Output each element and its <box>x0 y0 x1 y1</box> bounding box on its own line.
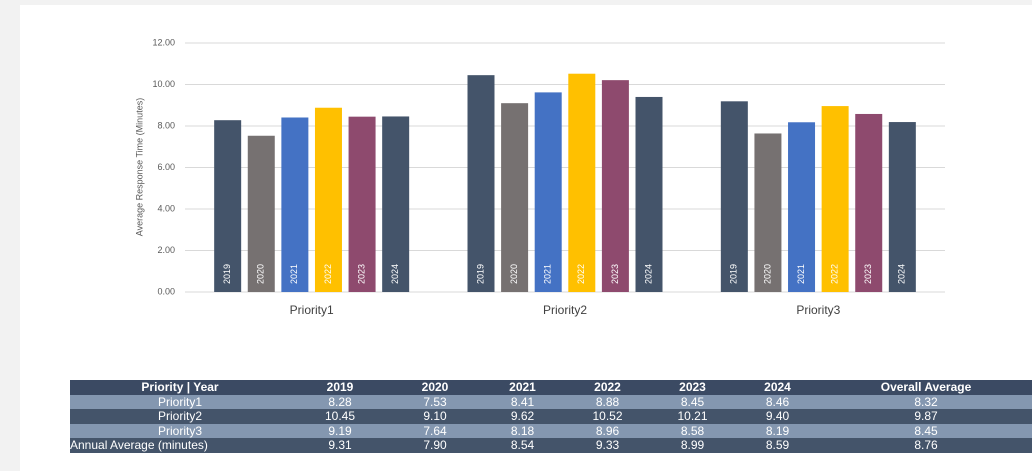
bar-series-label: 2021 <box>289 264 299 284</box>
table-cell: 10.45 <box>290 409 390 424</box>
table-cell: 8.99 <box>650 438 735 453</box>
table-cell: 8.76 <box>820 438 1032 453</box>
header-cell: 2024 <box>735 380 820 395</box>
table-cell: 8.41 <box>480 394 565 409</box>
data-table: Priority | Year 2019 2020 2021 2022 2023 2024 O… <box>70 380 1032 453</box>
bar-series-label: 2020 <box>509 264 519 284</box>
header-cell: 2020 <box>390 380 480 395</box>
table-cell: 9.10 <box>390 409 480 424</box>
bar <box>314 107 342 293</box>
x-tick-label: Priority1 <box>290 303 334 317</box>
bar-series-label: 2023 <box>356 264 366 284</box>
bar-series-label: 2019 <box>475 264 485 284</box>
table-cell: 8.28 <box>290 394 390 409</box>
bar <box>382 116 410 292</box>
bar <box>534 92 562 292</box>
table-cell: Annual Average (minutes) <box>70 438 290 453</box>
bar <box>720 101 748 293</box>
y-tick-label: 6.00 <box>157 162 175 172</box>
bar-series-label: 2023 <box>610 264 620 284</box>
table-cell: 8.96 <box>565 423 650 438</box>
table-cell: 9.31 <box>290 438 390 453</box>
bar-series-label: 2024 <box>643 264 653 284</box>
table-cell: 8.32 <box>820 394 1032 409</box>
bar <box>754 133 782 292</box>
x-tick-label: Priority2 <box>543 303 587 317</box>
bar-series-label: 2024 <box>390 264 400 284</box>
table-cell: 7.53 <box>390 394 480 409</box>
table-cell: Priority3 <box>70 423 290 438</box>
table-row: Annual Average (minutes) 9.31 7.90 8.54 9.33… <box>70 438 1032 453</box>
y-tick-label: 8.00 <box>157 120 175 130</box>
header-cell: Overall Average <box>820 380 1032 395</box>
bar-series-label: 2022 <box>323 264 333 284</box>
table-cell: 8.54 <box>480 438 565 453</box>
header-cell: 2023 <box>650 380 735 395</box>
table-row: Priority3 9.19 7.64 8.18 8.96 8.58 8.19 8.45 <box>70 423 1032 438</box>
bar <box>568 73 596 293</box>
table-cell: 10.52 <box>565 409 650 424</box>
bar <box>467 75 495 292</box>
table-cell: 10.21 <box>650 409 735 424</box>
bar <box>247 135 275 292</box>
header-cell: 2022 <box>565 380 650 395</box>
x-tick-label: Priority3 <box>796 303 840 317</box>
y-tick-label: 2.00 <box>157 245 175 255</box>
bar <box>601 80 629 292</box>
y-tick-label: 4.00 <box>157 203 175 213</box>
bar-series-label: 2021 <box>543 264 553 284</box>
y-tick-label: 0.00 <box>157 286 175 296</box>
bar <box>501 103 529 292</box>
table-cell: 8.58 <box>650 423 735 438</box>
table-cell: 7.90 <box>390 438 480 453</box>
bar-series-label: 2019 <box>222 264 232 284</box>
bar-series-label: 2023 <box>863 264 873 284</box>
table-cell: 8.88 <box>565 394 650 409</box>
y-axis-title: Average Response Time (Minutes) <box>134 98 144 236</box>
table-cell: 7.64 <box>390 423 480 438</box>
bar <box>788 122 816 292</box>
header-cell: 2021 <box>480 380 565 395</box>
bar-series-label: 2021 <box>796 264 806 284</box>
table-cell: 9.87 <box>820 409 1032 424</box>
table-cell: 8.45 <box>650 394 735 409</box>
y-tick-label: 10.00 <box>152 79 175 89</box>
header-row: Priority | Year 2019 2020 2021 2022 2023 2024 O… <box>70 380 1032 395</box>
table-cell: 9.40 <box>735 409 820 424</box>
bar-series-label: 2024 <box>897 264 907 284</box>
table-cell: Priority2 <box>70 409 290 424</box>
table-cell: 8.59 <box>735 438 820 453</box>
table-row: Priority2 10.45 9.10 9.62 10.52 10.21 9.40 9.87 <box>70 409 1032 424</box>
bar <box>348 116 376 292</box>
table-cell: Priority1 <box>70 394 290 409</box>
header-cell: 2019 <box>290 380 390 395</box>
table-cell: 9.19 <box>290 423 390 438</box>
table-cell: 9.33 <box>565 438 650 453</box>
bar-series-label: 2020 <box>762 264 772 284</box>
chart: Average Response Time (Minutes) 0.00 2.00… <box>134 37 945 317</box>
header-cell: Priority | Year <box>70 380 290 395</box>
table-row: Priority1 8.28 7.53 8.41 8.88 8.45 8.46 8.32 <box>70 394 1032 409</box>
bar-series-label: 2022 <box>576 264 586 284</box>
bar <box>281 117 309 293</box>
table-cell: 8.46 <box>735 394 820 409</box>
bar <box>821 106 849 292</box>
bar-series-label: 2020 <box>256 264 266 284</box>
y-tick-label: 12.00 <box>152 37 175 47</box>
bar-series-label: 2019 <box>729 264 739 284</box>
table-cell: 8.19 <box>735 423 820 438</box>
bar <box>635 96 663 292</box>
table-cell: 8.45 <box>820 423 1032 438</box>
bar <box>214 120 242 292</box>
bar-series-label: 2022 <box>830 264 840 284</box>
table-cell: 9.62 <box>480 409 565 424</box>
table-cell: 8.18 <box>480 423 565 438</box>
bar <box>855 113 883 292</box>
bar <box>888 122 916 293</box>
